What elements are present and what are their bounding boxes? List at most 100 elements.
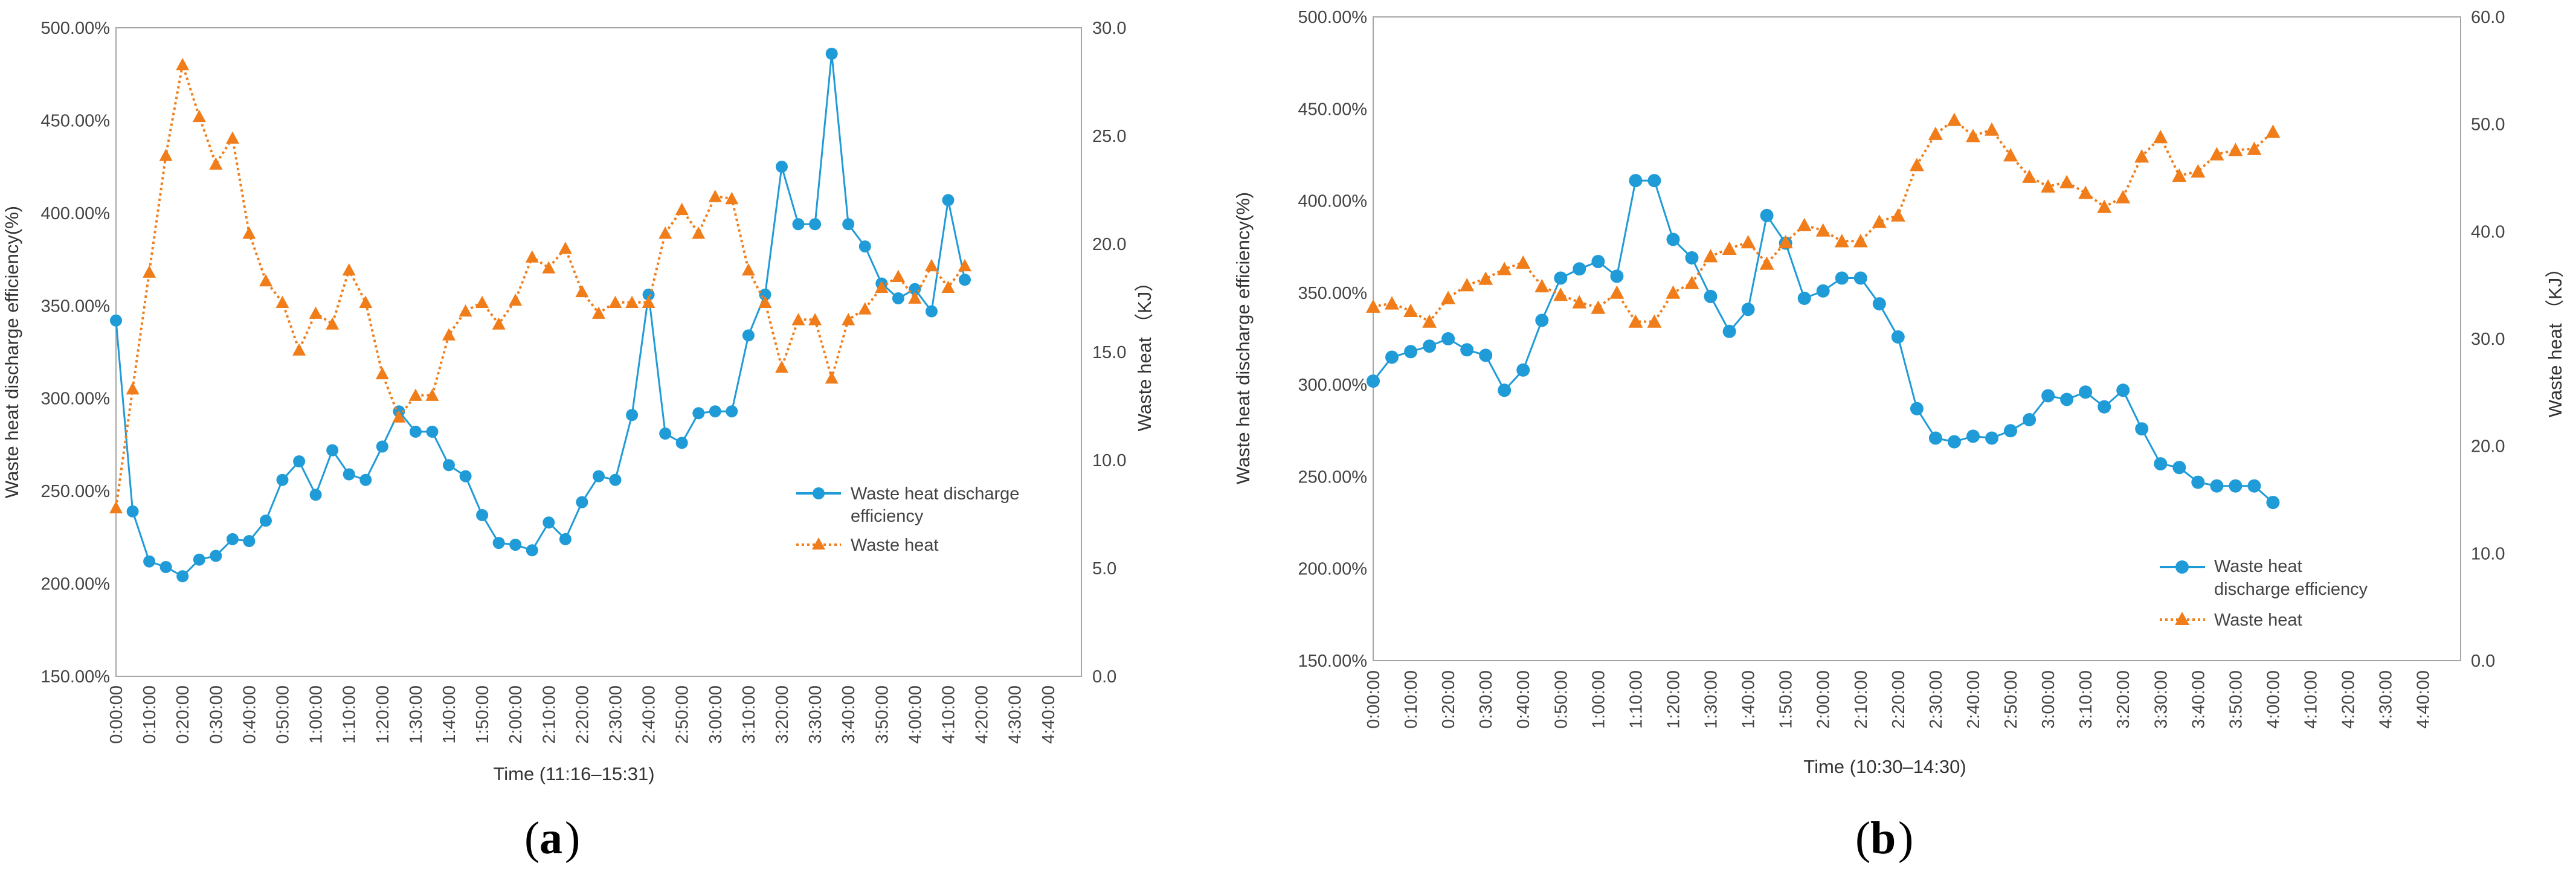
- x-tick-label: 1:50:00: [473, 685, 492, 744]
- data-point: [2022, 169, 2037, 183]
- data-point: [2060, 393, 2074, 406]
- data-point: [858, 302, 872, 315]
- x-tick-label: 3:30:00: [806, 685, 825, 744]
- chart-a-legend: Waste heat discharge efficiency Waste he…: [796, 484, 1019, 555]
- data-point: [1367, 374, 1380, 388]
- data-point: [343, 468, 355, 481]
- data-point: [926, 305, 938, 318]
- data-point: [808, 313, 822, 325]
- data-point: [525, 250, 539, 263]
- data-point: [326, 444, 339, 457]
- data-point: [2191, 475, 2205, 489]
- data-point: [1741, 303, 1755, 316]
- data-point: [1909, 158, 1924, 171]
- chart-b-y-axis-label: Waste heat discharge efficiency(%): [1232, 192, 1254, 484]
- data-point: [326, 317, 340, 330]
- x-tick-label: 3:20:00: [2114, 670, 2133, 729]
- data-point: [642, 295, 655, 308]
- x-tick-label: 0:40:00: [1514, 670, 1533, 729]
- data-point: [825, 371, 839, 384]
- data-point: [126, 505, 139, 518]
- x-tick-label: 1:10:00: [340, 685, 359, 744]
- y2-tick-label: 20.0: [1092, 235, 1126, 254]
- data-point: [276, 473, 289, 486]
- chart-b: 150.00% 200.00% 250.00% 300.00% 350.00% 400.0…: [1232, 8, 2566, 777]
- data-point: [1385, 350, 1399, 364]
- x-tick-label: 1:40:00: [1739, 670, 1759, 729]
- data-point: [275, 295, 289, 308]
- chart-b-x-axis-label: Time (10:30–14:30): [1803, 756, 1966, 777]
- x-tick-label: 1:10:00: [1626, 670, 1646, 729]
- x-tick-label: 4:00:00: [2264, 670, 2283, 729]
- x-tick-label: 1:00:00: [307, 685, 326, 744]
- data-point: [2228, 143, 2243, 156]
- x-tick-label: 0:40:00: [240, 685, 259, 744]
- data-point: [159, 149, 173, 161]
- data-point: [2247, 141, 2262, 155]
- x-tick-label: 0:50:00: [1551, 670, 1571, 729]
- x-tick-label: 2:10:00: [1852, 670, 1871, 729]
- data-point: [443, 459, 455, 472]
- data-point: [192, 109, 206, 123]
- data-point: [792, 218, 805, 231]
- data-point: [475, 295, 489, 308]
- data-point: [243, 535, 256, 547]
- x-tick-label: 3:40:00: [2189, 670, 2208, 729]
- data-point: [2266, 496, 2280, 510]
- x-tick-label: 2:20:00: [573, 685, 592, 744]
- x-tick-label: 4:20:00: [973, 685, 992, 744]
- y2-tick-label: 5.0: [1092, 559, 1116, 579]
- data-point: [2004, 424, 2017, 438]
- data-point: [726, 405, 738, 418]
- x-tick-label: 1:40:00: [440, 685, 459, 744]
- x-tick-label: 2:30:00: [607, 685, 626, 744]
- data-point: [1591, 255, 1605, 269]
- y2-tick-label: 20.0: [2471, 437, 2505, 457]
- data-point: [459, 470, 472, 482]
- chart-b-series-efficiency: [1367, 174, 2280, 510]
- data-point: [408, 388, 422, 401]
- data-point: [1890, 208, 1905, 222]
- y-tick-label: 400.00%: [41, 204, 111, 223]
- data-point: [658, 226, 672, 239]
- chart-a-series-efficiency: [110, 48, 971, 583]
- data-point: [143, 555, 156, 568]
- data-point: [1722, 324, 1736, 338]
- data-point: [2116, 190, 2131, 204]
- data-point: [110, 314, 122, 327]
- data-point: [509, 293, 523, 306]
- data-point: [1497, 261, 1512, 275]
- data-point: [1460, 343, 1474, 357]
- data-point: [1722, 241, 1737, 255]
- data-point: [359, 295, 373, 308]
- data-point: [825, 48, 838, 60]
- y2-tick-label: 15.0: [1092, 343, 1126, 362]
- data-point: [625, 295, 639, 308]
- y2-tick-label: 25.0: [1092, 127, 1126, 146]
- data-point: [909, 283, 921, 295]
- data-point: [1928, 126, 1943, 140]
- data-point: [875, 280, 889, 293]
- data-point: [226, 533, 239, 545]
- data-point: [959, 274, 971, 286]
- data-point: [1498, 383, 1512, 397]
- data-point: [1834, 234, 1849, 248]
- data-point: [492, 537, 505, 550]
- data-point: [492, 317, 506, 330]
- data-point: [426, 425, 439, 438]
- chart-b-legend-heat-label: Waste heat: [2214, 611, 2302, 630]
- data-point: [2209, 147, 2224, 161]
- x-tick-label: 1:20:00: [373, 685, 393, 744]
- data-point: [309, 489, 322, 501]
- chart-a-plot-border: [115, 27, 1082, 677]
- data-point: [1441, 332, 1455, 345]
- data-point: [1666, 232, 1680, 246]
- data-point: [176, 57, 190, 71]
- chart-a-legend-heat-marker: [812, 537, 825, 550]
- data-point: [542, 261, 556, 274]
- x-tick-label: 2:10:00: [539, 685, 559, 744]
- chart-a-y2-axis-label: Waste heat （KJ）: [1134, 273, 1155, 431]
- chart-b-legend: Waste heat discharge efficiency Waste he…: [2160, 557, 2368, 630]
- data-point: [1684, 275, 1699, 289]
- series-line: [115, 64, 966, 508]
